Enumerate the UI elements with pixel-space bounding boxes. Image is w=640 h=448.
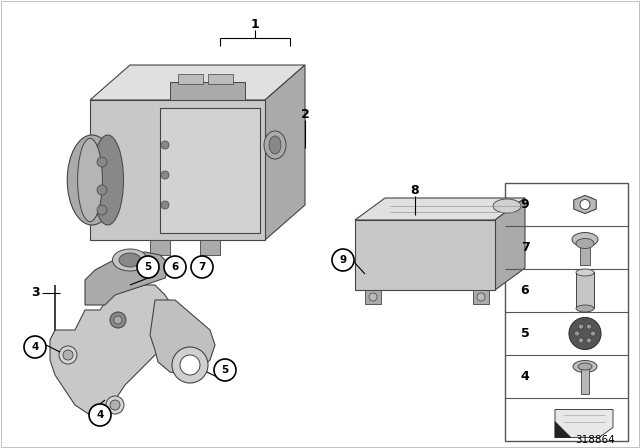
Ellipse shape bbox=[576, 269, 594, 276]
Text: 8: 8 bbox=[411, 184, 419, 197]
Ellipse shape bbox=[493, 199, 521, 213]
Circle shape bbox=[586, 324, 591, 329]
Text: 5: 5 bbox=[520, 327, 529, 340]
Circle shape bbox=[586, 338, 591, 343]
Ellipse shape bbox=[113, 249, 147, 271]
Polygon shape bbox=[555, 409, 613, 438]
Bar bbox=[178, 74, 203, 84]
Ellipse shape bbox=[269, 136, 281, 154]
Bar bbox=[581, 366, 589, 395]
Circle shape bbox=[191, 256, 213, 278]
Text: 7: 7 bbox=[198, 262, 205, 272]
Ellipse shape bbox=[576, 238, 594, 249]
Text: 6: 6 bbox=[172, 262, 179, 272]
Circle shape bbox=[332, 249, 354, 271]
Text: 4: 4 bbox=[31, 342, 38, 352]
Polygon shape bbox=[85, 252, 170, 305]
Circle shape bbox=[591, 331, 595, 336]
Circle shape bbox=[106, 396, 124, 414]
Text: 5: 5 bbox=[221, 365, 228, 375]
Circle shape bbox=[579, 324, 584, 329]
Ellipse shape bbox=[576, 305, 594, 312]
Polygon shape bbox=[573, 195, 596, 214]
Text: 5: 5 bbox=[145, 262, 152, 272]
Text: 4: 4 bbox=[96, 410, 104, 420]
Ellipse shape bbox=[573, 361, 597, 372]
Polygon shape bbox=[473, 290, 489, 304]
Circle shape bbox=[569, 318, 601, 349]
Bar bbox=[580, 244, 590, 266]
Circle shape bbox=[97, 157, 107, 167]
Ellipse shape bbox=[264, 131, 286, 159]
Polygon shape bbox=[555, 422, 571, 438]
Ellipse shape bbox=[572, 233, 598, 246]
Polygon shape bbox=[265, 65, 305, 240]
Circle shape bbox=[580, 199, 590, 210]
Circle shape bbox=[114, 316, 122, 324]
Circle shape bbox=[161, 201, 169, 209]
Circle shape bbox=[477, 293, 485, 301]
Text: 7: 7 bbox=[520, 241, 529, 254]
Text: 318864: 318864 bbox=[575, 435, 615, 445]
Polygon shape bbox=[365, 290, 381, 304]
Text: 1: 1 bbox=[251, 18, 259, 31]
Ellipse shape bbox=[578, 363, 592, 370]
Text: 2: 2 bbox=[301, 108, 309, 121]
Bar bbox=[355, 220, 495, 290]
Circle shape bbox=[63, 350, 73, 360]
Circle shape bbox=[59, 346, 77, 364]
Circle shape bbox=[110, 312, 126, 328]
Circle shape bbox=[137, 256, 159, 278]
Circle shape bbox=[161, 171, 169, 179]
Circle shape bbox=[369, 293, 377, 301]
Bar bbox=[576, 272, 594, 309]
Polygon shape bbox=[495, 198, 525, 290]
Polygon shape bbox=[200, 240, 220, 255]
Circle shape bbox=[24, 336, 46, 358]
Ellipse shape bbox=[119, 253, 141, 267]
Circle shape bbox=[110, 400, 120, 410]
Text: 9: 9 bbox=[339, 255, 347, 265]
Circle shape bbox=[575, 331, 579, 336]
Polygon shape bbox=[150, 240, 170, 255]
Bar bbox=[90, 100, 265, 240]
Circle shape bbox=[579, 338, 584, 343]
Bar bbox=[208, 74, 233, 84]
Bar bbox=[170, 82, 245, 100]
Text: 4: 4 bbox=[520, 370, 529, 383]
Polygon shape bbox=[150, 300, 215, 375]
Circle shape bbox=[180, 355, 200, 375]
Circle shape bbox=[89, 404, 111, 426]
Text: 6: 6 bbox=[521, 284, 529, 297]
Polygon shape bbox=[90, 65, 305, 100]
Bar bbox=[505, 183, 628, 441]
Ellipse shape bbox=[67, 135, 116, 225]
Text: 3: 3 bbox=[31, 287, 39, 300]
Ellipse shape bbox=[92, 135, 124, 225]
Circle shape bbox=[97, 205, 107, 215]
Circle shape bbox=[172, 347, 208, 383]
Circle shape bbox=[97, 185, 107, 195]
Circle shape bbox=[164, 256, 186, 278]
Circle shape bbox=[161, 141, 169, 149]
Circle shape bbox=[214, 359, 236, 381]
Ellipse shape bbox=[77, 138, 102, 222]
Polygon shape bbox=[50, 285, 175, 415]
Bar bbox=[160, 108, 260, 233]
Text: 9: 9 bbox=[521, 198, 529, 211]
Polygon shape bbox=[355, 198, 525, 220]
